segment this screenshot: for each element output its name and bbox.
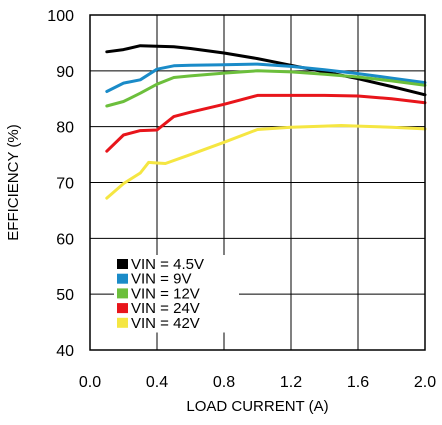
series-line-2 (105, 69, 427, 108)
x-tick-label: 0.8 (213, 374, 235, 391)
legend-label-0: VIN = 4.5V (131, 256, 204, 273)
x-tick-label: 1.6 (347, 374, 369, 391)
y-tick-labels: 40 50 60 70 80 90 100 (47, 8, 74, 360)
y-tick-label: 40 (56, 343, 74, 360)
y-tick-label: 70 (56, 176, 74, 193)
y-tick-label: 50 (56, 287, 74, 304)
legend-background (114, 255, 239, 333)
y-tick-label: 60 (56, 231, 74, 248)
x-tick-labels: 0.0 0.4 0.8 1.2 1.6 2.0 (79, 374, 436, 391)
legend-swatch-0 (117, 259, 128, 269)
legend-swatch-1 (117, 273, 128, 284)
x-tick-label: 1.2 (280, 374, 302, 391)
legend-swatch-4 (117, 317, 128, 328)
series-line-1 (105, 62, 427, 93)
y-tick-label: 100 (47, 8, 74, 25)
plot-frame (89, 14, 426, 351)
x-tick-label: 0.4 (146, 374, 168, 391)
legend-label-3: VIN = 24V (131, 300, 200, 317)
series-line-3 (105, 93, 427, 153)
legend-label-2: VIN = 12V (131, 285, 200, 302)
x-tick-label: 0.0 (79, 374, 101, 391)
x-tick-label: 2.0 (414, 374, 436, 391)
y-tick-label: 90 (56, 64, 74, 81)
x-axis-label: LOAD CURRENT (A) (186, 398, 328, 415)
series-line-4 (105, 124, 427, 200)
series-line-0 (105, 44, 427, 97)
legend-label-4: VIN = 42V (131, 315, 200, 332)
y-axis-label: EFFICIENCY (%) (5, 124, 22, 240)
series-lines (105, 44, 427, 200)
legend-swatch-3 (117, 303, 128, 314)
legend-swatch-2 (117, 288, 128, 299)
legend-label-1: VIN = 9V (131, 271, 191, 288)
y-tick-label: 80 (56, 120, 74, 137)
